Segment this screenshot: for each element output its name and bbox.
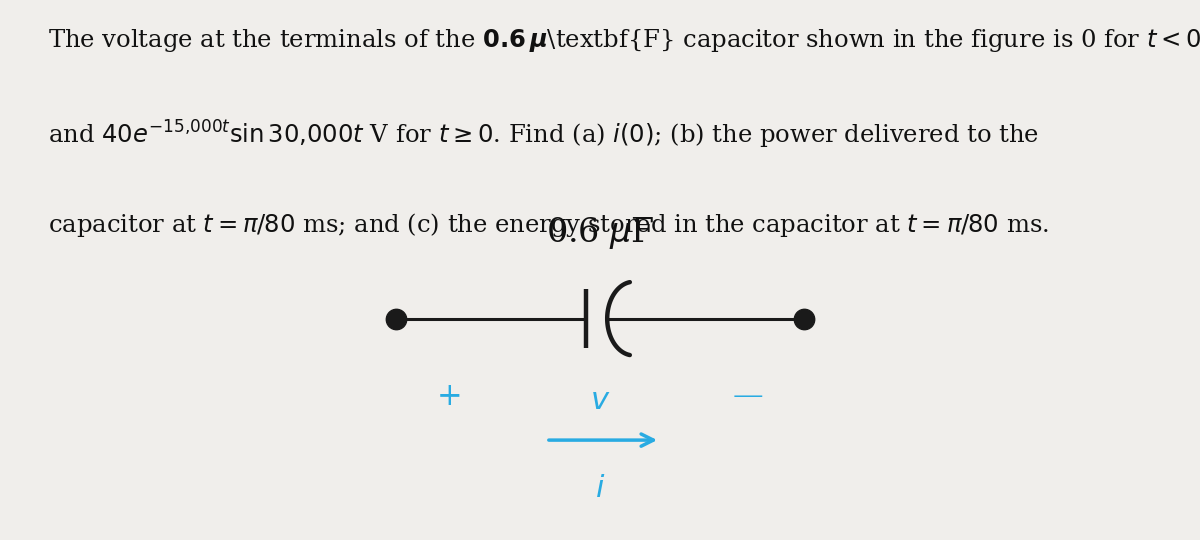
Text: The voltage at the terminals of the $\mathbf{0.6}\,\boldsymbol{\mu}$\textbf{F} c: The voltage at the terminals of the $\ma… bbox=[48, 27, 1200, 54]
Text: —: — bbox=[732, 380, 763, 411]
Text: +: + bbox=[437, 381, 463, 413]
Text: capacitor at $t = \pi/80$ ms; and (c) the energy stored in the capacitor at $t =: capacitor at $t = \pi/80$ ms; and (c) th… bbox=[48, 211, 1049, 239]
Point bbox=[386, 314, 406, 323]
Point bbox=[794, 314, 814, 323]
Text: and $40e^{-15{,}000t}\sin 30{,}000t$ V for $t \geq 0$. Find (a) $i(0)$; (b) the : and $40e^{-15{,}000t}\sin 30{,}000t$ V f… bbox=[48, 119, 1039, 151]
Text: $v$: $v$ bbox=[589, 385, 611, 416]
Text: 0.6 $\mu$F: 0.6 $\mu$F bbox=[546, 215, 654, 251]
Text: $i$: $i$ bbox=[595, 473, 605, 504]
